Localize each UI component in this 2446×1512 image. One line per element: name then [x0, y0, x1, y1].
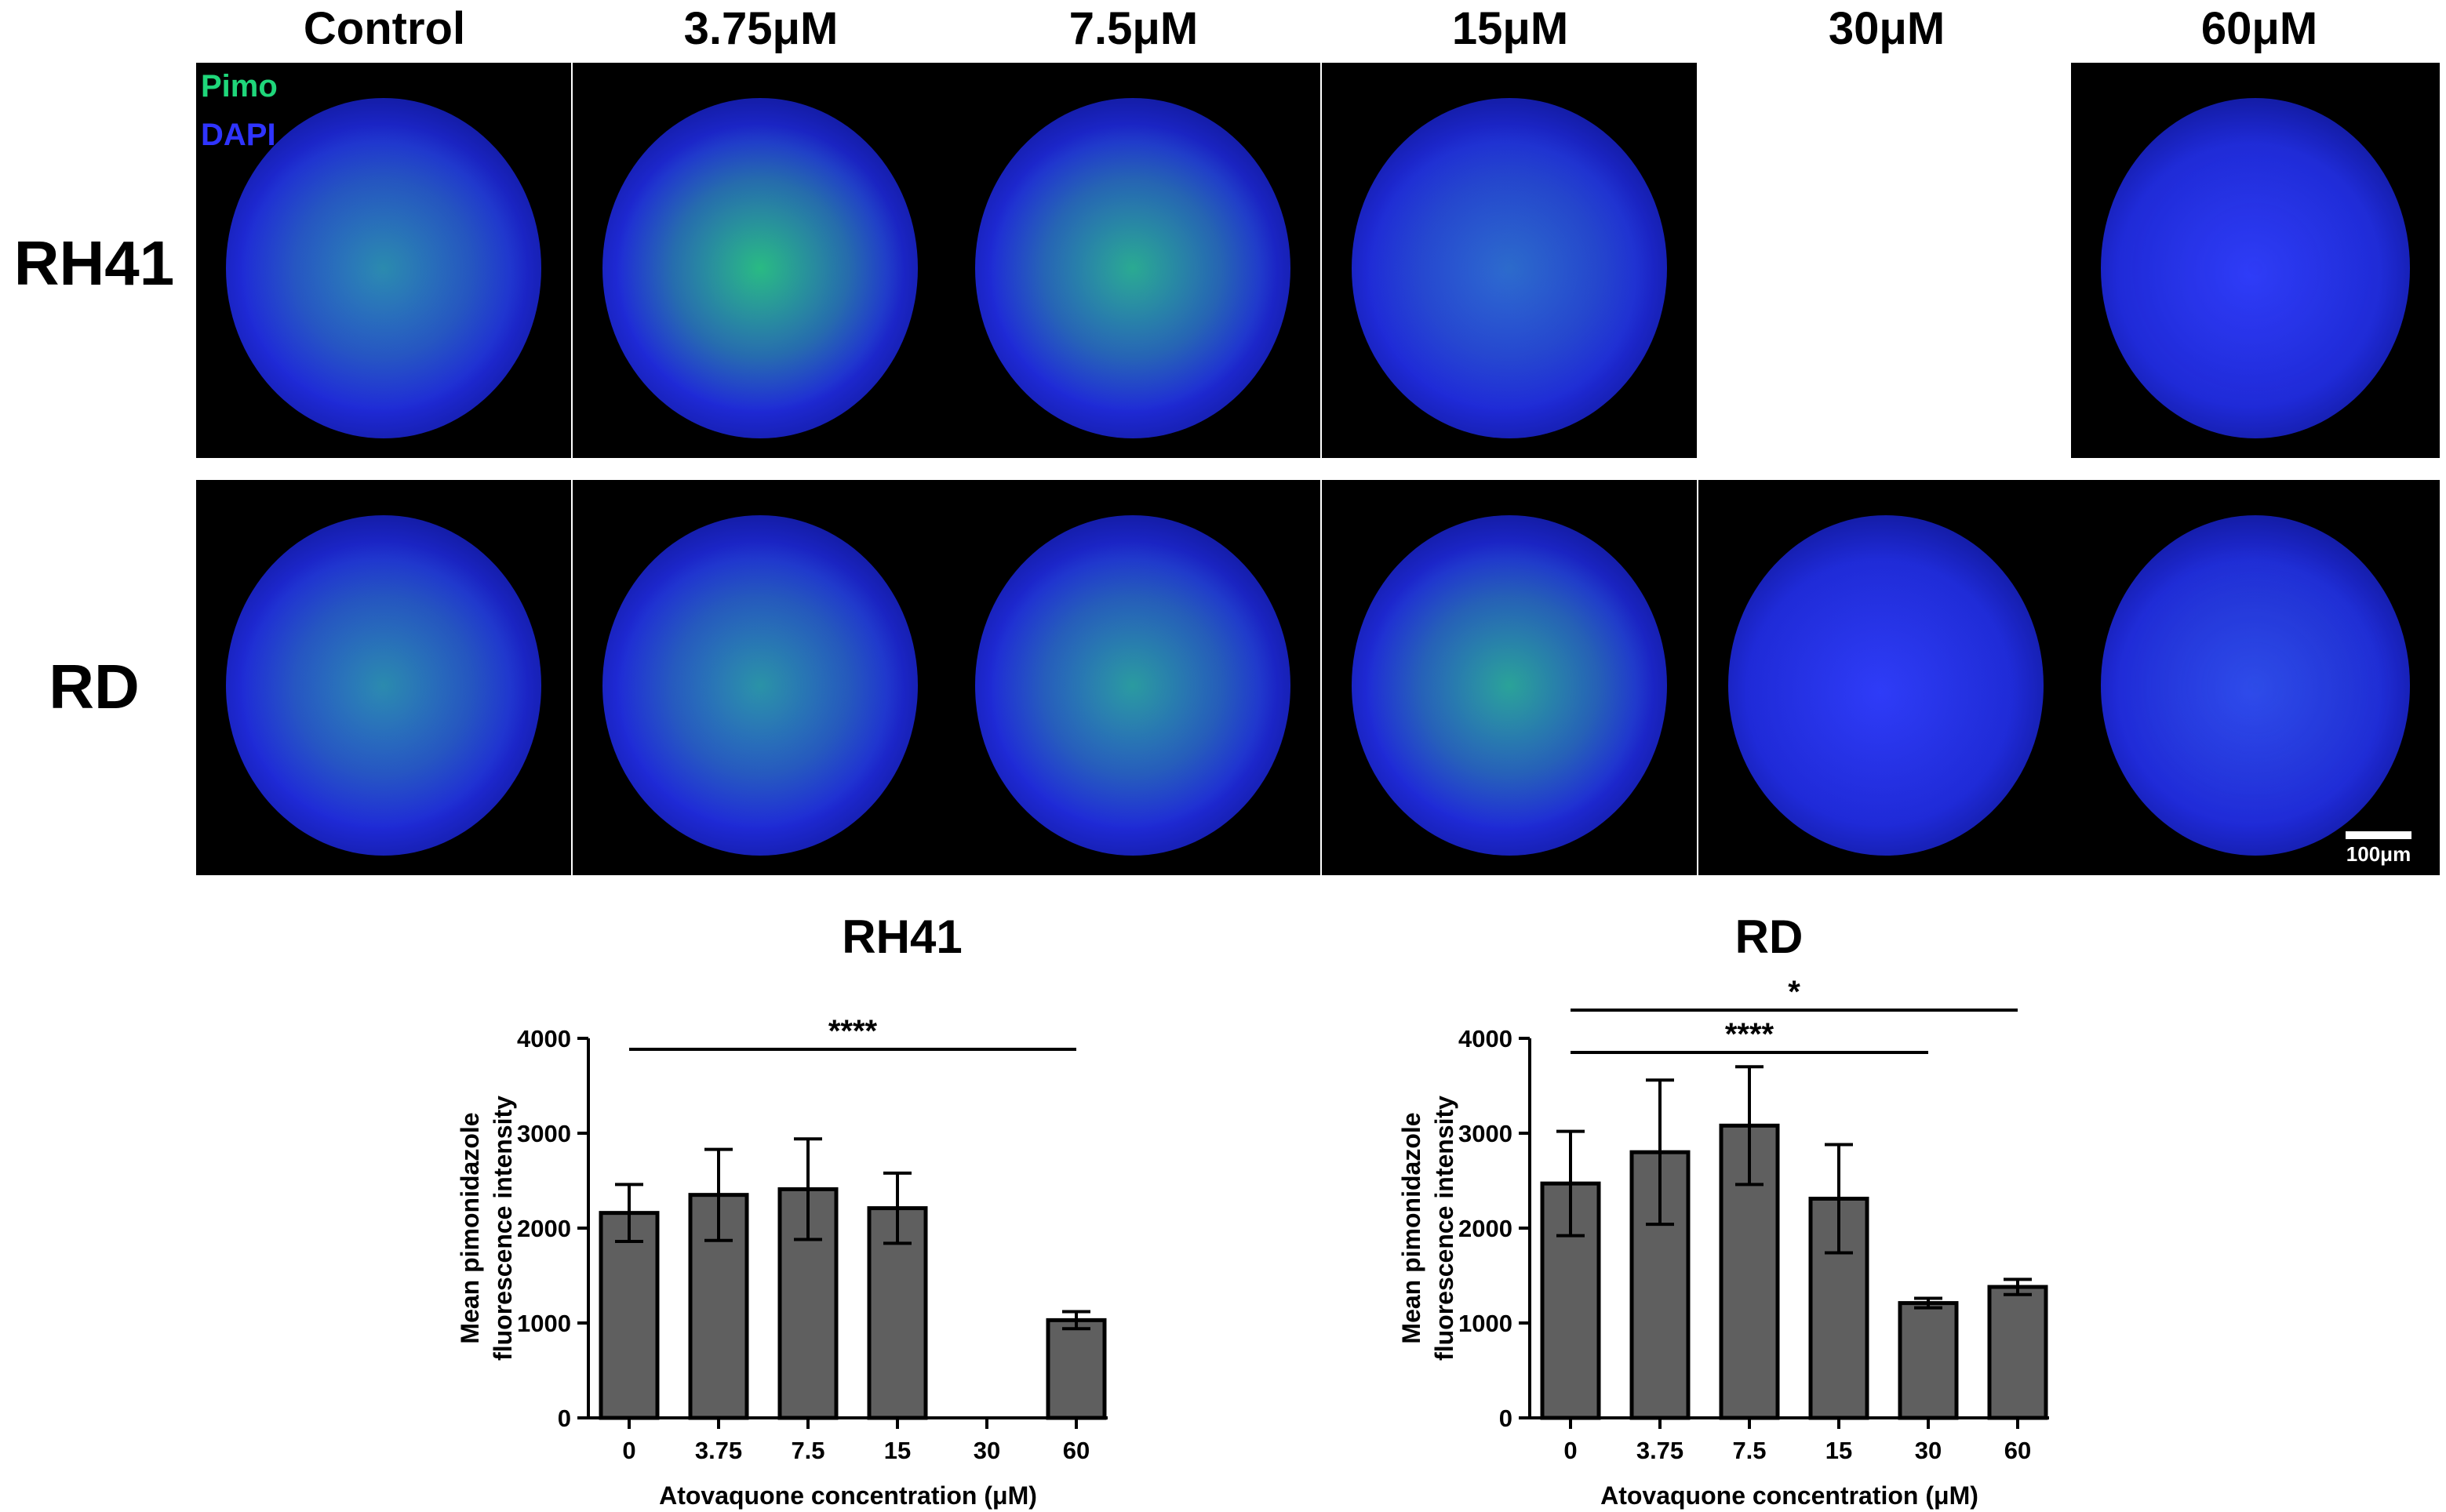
legend-pimo: Pimo: [201, 69, 278, 104]
bar-rd: [1540, 1181, 1601, 1420]
x-axis-label-rd: Atovaquone concentration (μM): [1600, 1481, 1978, 1510]
y-axis-label-rh41: fluorescence intensity: [489, 1096, 517, 1361]
significance-label-rd: *: [1788, 975, 1800, 1009]
spheroid: [975, 98, 1290, 438]
y-tick-label-rh41: 1000: [517, 1310, 571, 1337]
x-axis-label-rh41: Atovaquone concentration (μM): [659, 1481, 1037, 1510]
x-tick-label-rh41: 0: [622, 1437, 635, 1464]
chart-title-rh41: RH41: [842, 910, 963, 963]
spheroid: [226, 515, 541, 856]
column-label-60: 60μM: [2200, 3, 2318, 54]
y-tick-label-rd: 1000: [1458, 1310, 1512, 1337]
x-tick-label-rh41: 15: [884, 1437, 911, 1464]
bar-rd: [1987, 1285, 2048, 1420]
x-tick-label-rd: 30: [1915, 1437, 1942, 1464]
spheroid: [226, 98, 541, 438]
x-tick-label-rd: 15: [1825, 1437, 1852, 1464]
spheroid: [1728, 515, 2044, 856]
micrograph-panel-rd-2: [573, 480, 948, 875]
column-label-30: 30μM: [1828, 3, 1946, 54]
y-tick-label-rh41: 2000: [517, 1215, 571, 1242]
column-label-3-75: 3.75μM: [683, 3, 839, 54]
y-tick-label-rh41: 3000: [517, 1120, 571, 1147]
legend-dapi: DAPI: [201, 118, 276, 152]
micrograph-panel-rd-1: [196, 480, 571, 875]
spheroid: [975, 515, 1290, 856]
x-tick-label-rh41: 7.5: [791, 1437, 824, 1464]
micrograph-panel-rh41-6: [2071, 63, 2440, 458]
spheroid: [2100, 98, 2411, 438]
row-label-rh41: RH41: [13, 228, 175, 298]
x-tick-label-rd: 0: [1563, 1437, 1577, 1464]
column-label-7-5: 7.5μM: [1068, 3, 1199, 54]
y-tick-label-rd: 4000: [1458, 1025, 1512, 1052]
micrograph-panel-rh41-3: [945, 63, 1320, 458]
y-axis-label-rh41: Mean pimonidazole: [456, 1112, 484, 1343]
x-tick-label-rd: 60: [2004, 1437, 2031, 1464]
y-axis-label-rd: Mean pimonidazole: [1397, 1112, 1425, 1343]
spheroid: [1352, 515, 1667, 856]
scale-bar-label: 100μm: [2346, 842, 2411, 866]
micrograph-panel-rd-5: [1698, 480, 2073, 875]
bar-rh41: [599, 1211, 660, 1420]
spheroid: [602, 98, 918, 438]
bar-chart-rh41: 0 1000 2000 3000 4000 0 3.75 7.5 15 30 60 **** Atova…: [456, 1014, 1108, 1510]
spheroid: [2100, 515, 2411, 856]
micrograph-panel-rh41-1: [196, 63, 571, 458]
x-tick-label-rh41: 3.75: [695, 1437, 742, 1464]
micrograph-panel-rh41-2: [573, 63, 948, 458]
x-tick-label-rh41: 60: [1063, 1437, 1090, 1464]
y-tick-label-rh41: 4000: [517, 1025, 571, 1052]
y-tick-label-rd: 0: [1499, 1405, 1512, 1432]
micrograph-panel-rd-4: [1322, 480, 1697, 875]
significance-label-rh41: ****: [828, 1014, 878, 1049]
column-label-15: 15μM: [1451, 3, 1569, 54]
y-tick-label-rd: 3000: [1458, 1120, 1512, 1147]
x-tick-label-rd: 3.75: [1636, 1437, 1683, 1464]
spheroid: [1352, 98, 1667, 438]
x-tick-label-rh41: 30: [974, 1437, 1000, 1464]
chart-title-rd: RD: [1734, 910, 1804, 963]
micrograph-panel-rh41-5: [1698, 63, 2073, 458]
micrograph-panel-rd-6: [2071, 480, 2440, 875]
micrograph-panel-rd-3: [945, 480, 1320, 875]
micrograph-panel-rh41-4: [1322, 63, 1697, 458]
row-label-rd: RD: [49, 652, 140, 721]
scale-bar: [2346, 831, 2411, 839]
x-tick-label-rd: 7.5: [1732, 1437, 1766, 1464]
bar-rd: [1898, 1301, 1959, 1420]
significance-label-rd: ****: [1725, 1017, 1774, 1052]
bar-rd: [1719, 1123, 1780, 1420]
y-axis-label-rd: fluorescence intensity: [1430, 1096, 1458, 1361]
column-label-control: Control: [303, 3, 466, 54]
y-tick-label-rd: 2000: [1458, 1215, 1512, 1242]
y-tick-label-rh41: 0: [558, 1405, 571, 1432]
spheroid: [602, 515, 918, 856]
bar-rh41: [1046, 1318, 1107, 1420]
